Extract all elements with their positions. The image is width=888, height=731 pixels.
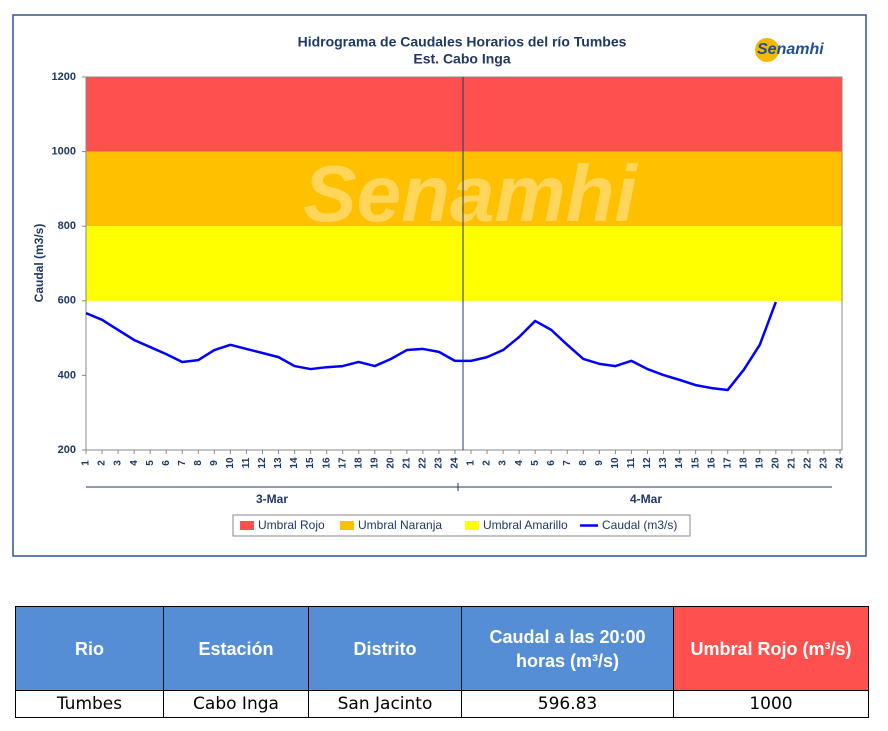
x-tick-label: 9 — [594, 460, 605, 466]
chart-subtitle: Est. Cabo Inga — [413, 51, 510, 67]
legend-swatch — [465, 521, 479, 530]
x-tick-label: 22 — [418, 457, 429, 469]
legend-box — [232, 514, 691, 537]
cell: Tumbes — [15, 690, 164, 718]
logo-sun — [755, 38, 779, 62]
x-tick-label: 24 — [450, 457, 461, 469]
x-tick-label: 9 — [209, 460, 220, 466]
x-tick-label: 21 — [787, 457, 798, 469]
x-tick-label: 2 — [97, 460, 108, 466]
header-cell: Distrito — [308, 606, 462, 691]
x-tick-label: 3 — [498, 460, 509, 466]
table: Rio Estación Distrito Caudal a las 20:00… — [15, 606, 869, 718]
x-tick-label: 6 — [546, 460, 557, 466]
y-tick-label: 1200 — [52, 71, 76, 83]
x-tick-label: 20 — [770, 457, 781, 469]
chart: Hidrograma de Caudales Horarios del río … — [12, 14, 867, 557]
header-cell: Estación — [163, 606, 309, 691]
x-tick-label: 14 — [289, 457, 300, 469]
x-tick-label: 16 — [706, 457, 717, 469]
x-tick-label: 13 — [273, 457, 284, 469]
x-tick-label: 22 — [803, 457, 814, 469]
cell: Cabo Inga — [163, 690, 309, 718]
threshold-band — [86, 151, 842, 227]
y-axis-label: Caudal (m3/s) — [32, 224, 46, 303]
x-tick-label: 4 — [129, 460, 140, 466]
group-label: 4-Mar — [630, 492, 662, 506]
x-tick-label: 24 — [835, 457, 846, 469]
legend-label: Caudal (m3/s) — [602, 518, 677, 532]
x-tick-label: 1 — [466, 460, 477, 466]
y-tick-label: 600 — [58, 295, 76, 307]
header-cell: Caudal a las 20:00 horas (m³/s) — [461, 606, 674, 691]
x-tick-label: 3 — [113, 460, 124, 466]
y-tick-label: 200 — [58, 444, 76, 456]
x-tick-label: 8 — [578, 460, 589, 466]
x-tick-label: 13 — [658, 457, 669, 469]
x-tick-label: 23 — [434, 457, 445, 469]
x-tick-label: 10 — [610, 457, 621, 469]
x-tick-label: 17 — [337, 457, 348, 469]
cell: 596.83 — [461, 690, 674, 718]
y-tick-label: 800 — [58, 220, 76, 232]
legend-label: Umbral Naranja — [358, 518, 442, 532]
x-tick-label: 4 — [514, 460, 525, 466]
x-tick-label: 11 — [626, 457, 637, 468]
y-tick-label: 400 — [58, 369, 76, 381]
caudal-line — [85, 301, 778, 392]
x-tick-label: 17 — [722, 457, 733, 469]
x-tick-label: 18 — [353, 457, 364, 469]
cell: 1000 — [673, 690, 869, 718]
watermark: Senamhi — [303, 149, 638, 238]
x-tick-label: 10 — [225, 457, 236, 469]
legend-swatch — [340, 521, 354, 530]
logo: Senamhi — [757, 41, 824, 58]
y-tick-label: 1000 — [52, 146, 76, 158]
x-tick-label: 15 — [690, 457, 701, 469]
threshold-band — [86, 77, 842, 152]
x-tick-label: 16 — [321, 457, 332, 469]
x-tick-label: 5 — [145, 460, 156, 466]
cell: San Jacinto — [308, 690, 462, 718]
x-tick-label: 6 — [161, 460, 172, 466]
legend-label: Umbral Rojo — [258, 518, 325, 532]
x-tick-label: 5 — [530, 460, 541, 466]
x-tick-label: 8 — [193, 460, 204, 466]
x-tick-label: 7 — [562, 460, 573, 466]
plot-border — [85, 76, 843, 451]
x-tick-label: 2 — [482, 460, 493, 466]
chart-title: Hidrograma de Caudales Horarios del río … — [298, 34, 627, 50]
table-header: Rio Estación Distrito Caudal a las 20:00… — [15, 606, 869, 691]
x-tick-label: 11 — [241, 457, 252, 468]
x-tick-label: 12 — [257, 457, 268, 469]
group-label: 3-Mar — [256, 492, 288, 506]
legend-swatch — [240, 521, 254, 530]
x-tick-label: 15 — [305, 457, 316, 469]
x-tick-label: 19 — [754, 457, 765, 469]
x-tick-label: 12 — [642, 457, 653, 469]
x-tick-label: 20 — [385, 457, 396, 469]
threshold-band — [86, 226, 842, 301]
header-cell: Rio — [15, 606, 164, 691]
x-tick-label: 18 — [738, 457, 749, 469]
x-tick-label: 19 — [369, 457, 380, 469]
x-tick-label: 14 — [674, 457, 685, 469]
table-row: Tumbes Cabo Inga San Jacinto 596.83 1000 — [15, 690, 869, 718]
x-tick-label: 1 — [81, 460, 92, 466]
header-cell: Umbral Rojo (m³/s) — [673, 606, 869, 691]
x-tick-label: 7 — [177, 460, 188, 466]
x-tick-label: 23 — [819, 457, 830, 469]
x-tick-label: 21 — [401, 457, 412, 469]
legend-label: Umbral Amarillo — [483, 518, 568, 532]
